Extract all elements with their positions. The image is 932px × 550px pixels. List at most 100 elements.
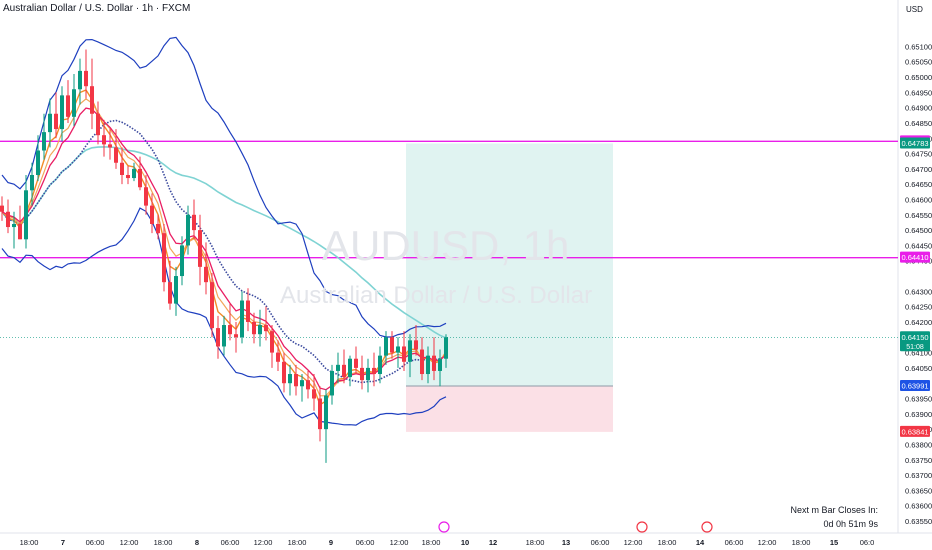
candle: [138, 156, 142, 191]
candle: [210, 272, 214, 338]
candle: [156, 214, 160, 240]
candle: [426, 346, 430, 384]
candle: [342, 349, 346, 384]
candle: [324, 389, 328, 463]
x-tick-label: 18:00: [154, 538, 173, 547]
candle: [174, 266, 178, 316]
event-flag-icon: [438, 521, 450, 533]
profit-zone: [406, 143, 613, 386]
currency-label: USD: [906, 5, 923, 14]
candle: [96, 101, 100, 145]
y-tick-label: 0.63550: [905, 517, 932, 526]
candle: [294, 364, 298, 396]
x-tick-label: 9: [329, 538, 333, 547]
candle: [186, 205, 190, 255]
y-tick-label: 0.63900: [905, 410, 932, 419]
bar-timer-value: 0d 0h 51m 9s: [823, 519, 878, 529]
y-tick-label: 0.63700: [905, 471, 932, 480]
candle: [168, 260, 172, 310]
x-tick-label: 18:00: [288, 538, 307, 547]
y-tick-label: 0.64700: [905, 165, 932, 174]
candle: [180, 236, 184, 286]
event-flag-icon: [701, 521, 713, 533]
candle: [288, 364, 292, 396]
x-tick-label: 18:00: [526, 538, 545, 547]
y-tick-label: 0.63750: [905, 456, 932, 465]
candle: [162, 223, 166, 292]
candle: [84, 49, 88, 99]
candle: [102, 119, 106, 157]
x-tick-label: 12:00: [120, 538, 139, 547]
candle: [306, 370, 310, 399]
y-tick-label: 0.64200: [905, 318, 932, 327]
y-tick-label: 0.64600: [905, 195, 932, 204]
y-tick-label: 0.64100: [905, 349, 932, 358]
candle: [72, 73, 76, 127]
price-axis-label: 0.63991: [900, 379, 930, 391]
candle: [216, 315, 220, 359]
x-tick-label: 06:0: [860, 538, 875, 547]
y-tick-label: 0.65100: [905, 42, 932, 51]
y-tick-label: 0.63800: [905, 440, 932, 449]
candle: [132, 162, 136, 182]
x-tick-label: 18:00: [20, 538, 39, 547]
candle: [372, 352, 376, 387]
loss-zone: [406, 385, 613, 432]
svg-text:0.63991: 0.63991: [901, 381, 928, 390]
candle: [270, 325, 274, 368]
y-tick-label: 0.64300: [905, 287, 932, 296]
y-tick-label: 0.63600: [905, 502, 932, 511]
y-tick-label: 0.64500: [905, 226, 932, 235]
x-tick-label: 06:00: [86, 538, 105, 547]
candle: [60, 86, 64, 142]
svg-text:0.63841: 0.63841: [901, 427, 928, 436]
bollinger-lower-line: [1, 207, 447, 426]
candle: [444, 334, 448, 368]
candle: [300, 374, 304, 402]
y-tick-label: 0.65050: [905, 58, 932, 67]
bollinger-upper-line: [1, 36, 447, 338]
candle: [414, 325, 418, 356]
candle: [6, 199, 10, 234]
candle: [78, 58, 82, 105]
y-tick-label: 0.64900: [905, 104, 932, 113]
candle: [24, 174, 28, 249]
candle: [144, 174, 148, 215]
candle: [378, 346, 382, 384]
candle: [276, 340, 280, 371]
x-tick-label: 06:00: [591, 538, 610, 547]
candle: [30, 162, 34, 206]
symbol-title: Australian Dollar / U.S. Dollar · 1h · F…: [3, 3, 191, 14]
candle: [114, 129, 118, 169]
x-tick-label: 18:00: [658, 538, 677, 547]
x-tick-label: 15: [830, 538, 838, 547]
price-axis: [898, 0, 932, 550]
x-tick-label: 10: [461, 538, 469, 547]
x-tick-label: 12:00: [758, 538, 777, 547]
svg-text:0.64410: 0.64410: [901, 253, 928, 262]
bar-timer-label: Next m Bar Closes In:: [790, 505, 878, 515]
x-tick-label: 7: [61, 538, 65, 547]
y-tick-label: 0.64550: [905, 211, 932, 220]
candle: [366, 358, 370, 393]
y-tick-label: 0.64450: [905, 241, 932, 250]
x-tick-label: 18:00: [422, 538, 441, 547]
candle: [432, 337, 436, 381]
candle: [54, 92, 58, 139]
candle: [354, 346, 358, 375]
y-tick-label: 0.63950: [905, 395, 932, 404]
candle: [318, 386, 322, 442]
price-axis-label: 0.64783: [900, 137, 930, 149]
candle: [36, 135, 40, 182]
candle: [348, 355, 352, 387]
candle: [198, 214, 202, 286]
sma-teal-line: [1, 146, 447, 339]
candle: [408, 334, 412, 378]
price-axis-label: 0.63841: [900, 425, 930, 437]
x-tick-label: 06:00: [221, 538, 240, 547]
y-tick-label: 0.64250: [905, 303, 932, 312]
candle: [258, 309, 262, 347]
candle: [204, 242, 208, 295]
candle: [150, 193, 154, 234]
